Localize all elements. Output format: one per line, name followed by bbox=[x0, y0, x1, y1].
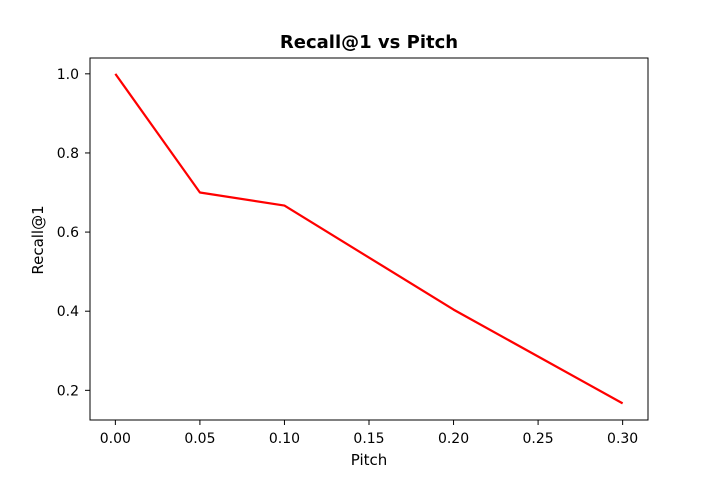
y-tick-label-2: 0.6 bbox=[57, 225, 79, 241]
x-tick-label-6: 0.30 bbox=[607, 431, 638, 447]
x-tick-label-3: 0.15 bbox=[353, 431, 384, 447]
chart-title: Recall@1 vs Pitch bbox=[280, 32, 458, 53]
y-tick-label-3: 0.8 bbox=[57, 146, 79, 162]
y-tick-label-4: 1.0 bbox=[57, 67, 79, 83]
plot-area: 0.00 0.05 0.10 0.15 0.20 0.25 0.30 0.2 0.4 0.6 0.8… bbox=[57, 57, 649, 447]
y-tick-label-0: 0.2 bbox=[57, 383, 79, 399]
y-tick-label-1: 0.4 bbox=[57, 304, 79, 320]
x-tick-label-4: 0.20 bbox=[438, 431, 469, 447]
x-tick-label-5: 0.25 bbox=[523, 431, 554, 447]
x-tick-label-2: 0.10 bbox=[269, 431, 300, 447]
x-tick-label-0: 0.00 bbox=[100, 431, 131, 447]
x-tick-label-1: 0.05 bbox=[184, 431, 215, 447]
plot-frame bbox=[89, 57, 649, 421]
x-axis-label: Pitch bbox=[351, 451, 388, 469]
y-axis-label: Recall@1 bbox=[29, 205, 47, 274]
